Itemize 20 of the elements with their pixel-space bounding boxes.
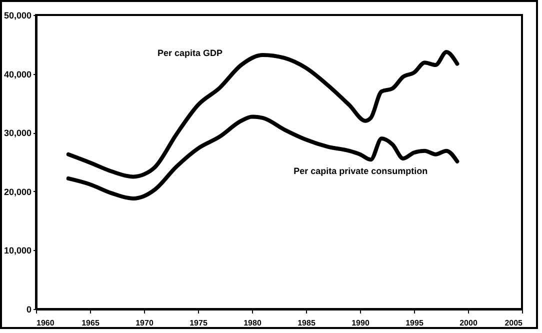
x-tick-label: 1990: [352, 318, 370, 328]
y-tick-label: 10,000: [4, 246, 32, 256]
x-tick-label: 2000: [460, 318, 478, 328]
y-tick-label: 20,000: [4, 186, 32, 197]
y-tick-label: 40,000: [4, 69, 32, 80]
y-tick-label: 0: [26, 304, 32, 314]
line-series: [66, 114, 460, 200]
x-tick-label: 1970: [136, 318, 154, 328]
x-tick-label: 1985: [298, 318, 316, 328]
x-tick-label: 1995: [406, 318, 424, 328]
y-tick-label: 30,000: [4, 128, 32, 138]
series-label: Per capita private consumption: [294, 166, 428, 176]
series-label: Per capita GDP: [158, 48, 223, 58]
x-tick-label: 1965: [82, 318, 100, 328]
y-tick-label: 50,000: [4, 10, 32, 20]
x-tick-label: 2005: [504, 318, 524, 328]
line-series: [66, 50, 460, 179]
x-tick-label: 1960: [36, 318, 55, 328]
x-tick-label: 1980: [244, 318, 262, 328]
x-tick-label: 1975: [190, 318, 208, 328]
